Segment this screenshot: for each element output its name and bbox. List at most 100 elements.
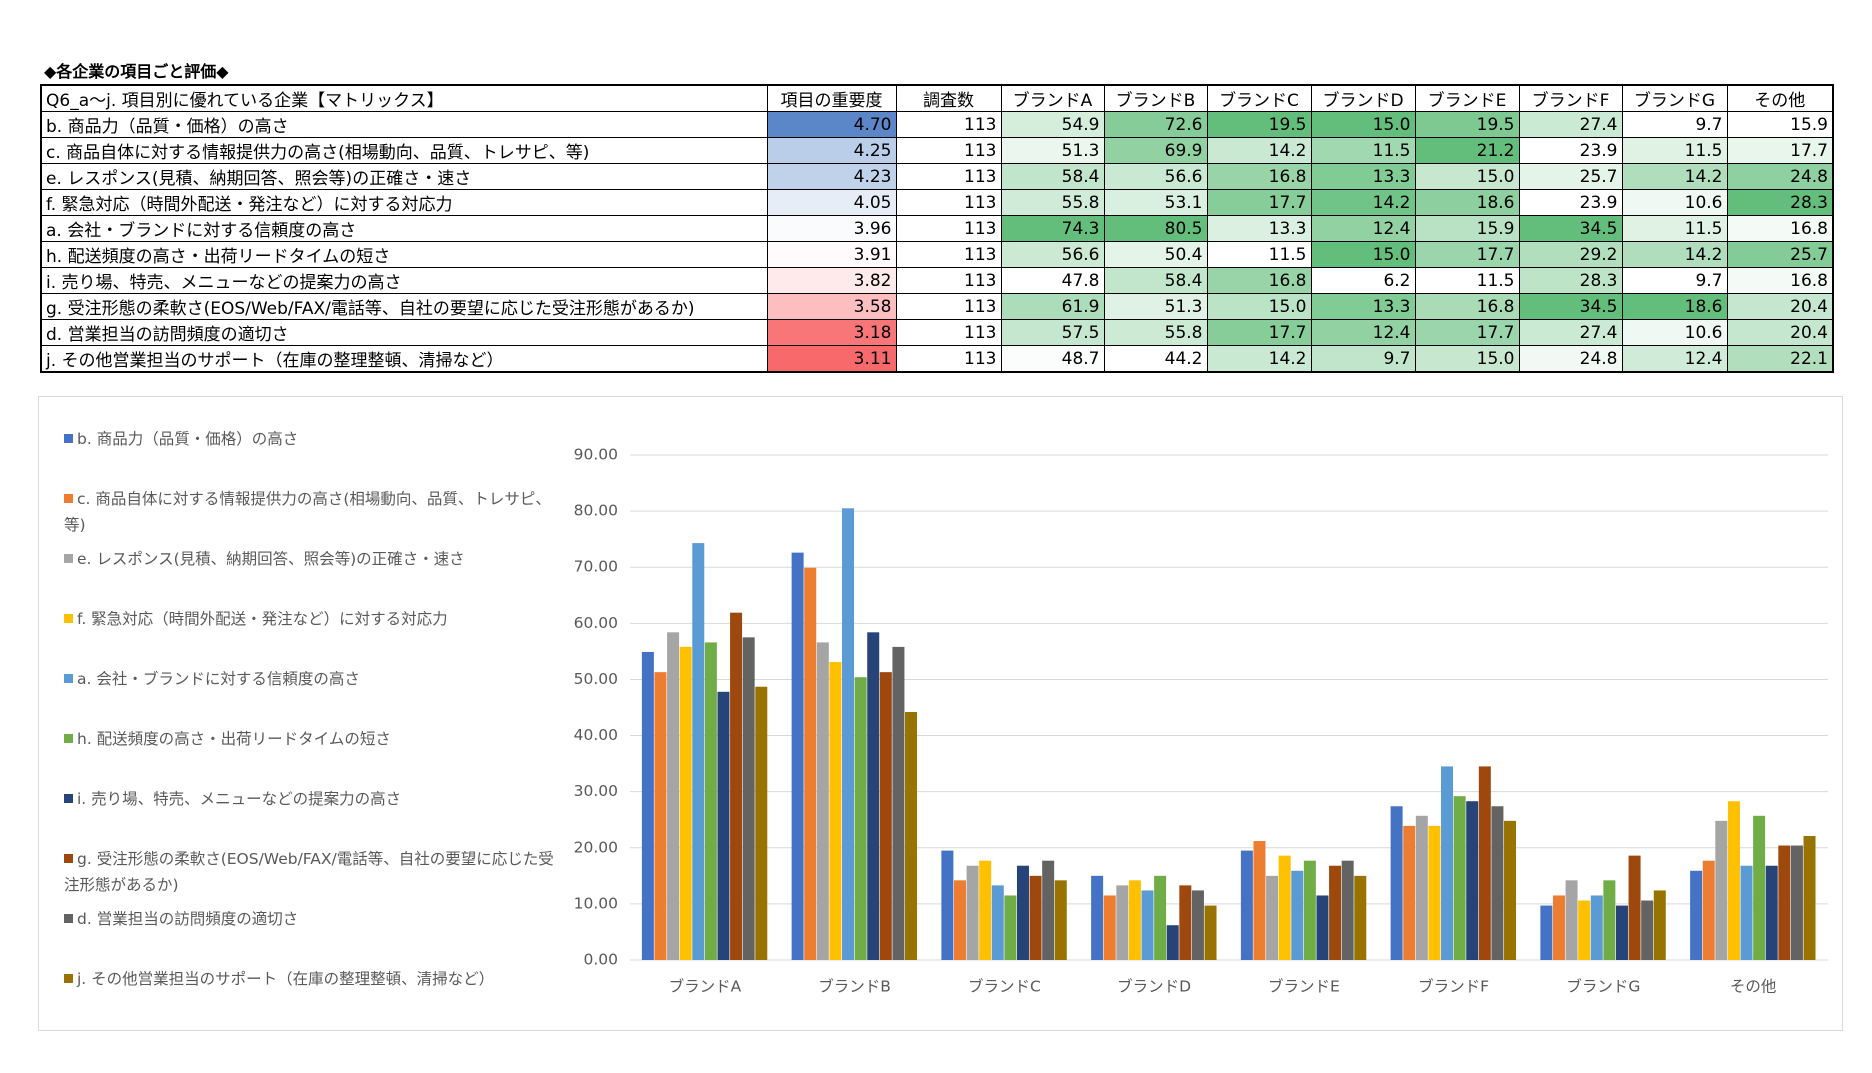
bar xyxy=(1091,875,1104,960)
row-label: i. 売り場、特売、メニューなどの提案力の高さ xyxy=(40,267,768,294)
bar xyxy=(1778,845,1791,960)
bar xyxy=(842,508,855,960)
bar xyxy=(1578,900,1591,960)
value-cell: 23.9 xyxy=(1518,189,1623,216)
bar xyxy=(1316,895,1329,960)
bar xyxy=(641,651,654,960)
value-cell: 113 xyxy=(895,241,1002,268)
value-cell: 14.2 xyxy=(1206,345,1312,373)
row-label: d. 営業担当の訪問頻度の適切さ xyxy=(40,319,768,346)
value-cell: 12.4 xyxy=(1310,319,1416,346)
value-cell: 20.4 xyxy=(1726,319,1834,346)
bar xyxy=(730,612,743,960)
value-cell: 15.0 xyxy=(1206,293,1312,320)
bar xyxy=(1179,885,1192,960)
row-label: a. 会社・ブランドに対する信頼度の高さ xyxy=(40,215,768,242)
bar xyxy=(1540,905,1553,960)
value-cell: 20.4 xyxy=(1726,293,1834,320)
bar xyxy=(1753,815,1766,960)
bar xyxy=(905,711,918,960)
legend-swatch xyxy=(64,914,73,923)
legend-entry: c. 商品自体に対する情報提供力の高さ(相場動向、品質、トレサピ、等) xyxy=(64,486,564,538)
y-tick-label: 0.00 xyxy=(583,951,618,969)
bar xyxy=(1702,860,1715,960)
bar xyxy=(1428,825,1441,960)
bar xyxy=(1128,880,1141,960)
value-cell: 3.91 xyxy=(766,241,897,268)
value-cell: 25.7 xyxy=(1518,163,1623,190)
bar xyxy=(1029,875,1042,960)
bar xyxy=(1653,890,1666,960)
y-tick-label: 60.00 xyxy=(574,614,618,632)
value-cell: 50.4 xyxy=(1103,241,1208,268)
value-cell: 113 xyxy=(895,319,1002,346)
value-cell: 9.7 xyxy=(1310,345,1416,373)
header-row: Q6_a～j. 項目別に優れている企業【マトリックス】 項目の重要度 調査数 ブランド… xyxy=(40,84,1834,112)
bar xyxy=(1141,890,1154,960)
x-tick-label: ブランドB xyxy=(818,977,891,996)
value-cell: 15.0 xyxy=(1310,111,1416,138)
legend-entry: d. 営業担当の訪問頻度の適切さ xyxy=(64,906,564,932)
value-cell: 74.3 xyxy=(1000,215,1105,242)
value-cell: 13.3 xyxy=(1310,163,1416,190)
value-cell: 16.8 xyxy=(1206,163,1312,190)
bar xyxy=(1341,860,1354,960)
y-tick-label: 20.00 xyxy=(574,838,618,856)
legend-label: i. 売り場、特売、メニューなどの提案力の高さ xyxy=(77,790,402,808)
legend-swatch xyxy=(64,554,73,563)
bar xyxy=(1329,865,1342,960)
bar xyxy=(1240,850,1253,960)
x-tick-label: ブランドA xyxy=(669,977,742,996)
header-cell: Q6_a～j. 項目別に優れている企業【マトリックス】 xyxy=(40,84,768,112)
bar xyxy=(991,885,1004,960)
value-cell: 14.2 xyxy=(1621,163,1728,190)
value-cell: 3.11 xyxy=(766,345,897,373)
value-cell: 10.6 xyxy=(1621,319,1728,346)
table-row: i. 売り場、特売、メニューなどの提案力の高さ 3.82 113 47.8 58.4 16… xyxy=(40,267,1834,294)
bar xyxy=(1565,880,1578,960)
value-cell: 22.1 xyxy=(1726,345,1834,373)
value-cell: 48.7 xyxy=(1000,345,1105,373)
value-cell: 23.9 xyxy=(1518,137,1623,164)
legend-entry: a. 会社・ブランドに対する信頼度の高さ xyxy=(64,666,564,692)
value-cell: 15.0 xyxy=(1310,241,1416,268)
y-tick-label: 50.00 xyxy=(574,670,618,688)
value-cell: 12.4 xyxy=(1621,345,1728,373)
bar xyxy=(892,646,905,960)
table-row: j. その他営業担当のサポート（在庫の整理整頓、清掃など） 3.11 113 48.7… xyxy=(40,345,1834,373)
value-cell: 12.4 xyxy=(1310,215,1416,242)
legend-swatch xyxy=(64,734,73,743)
value-cell: 113 xyxy=(895,189,1002,216)
bar xyxy=(1790,845,1803,960)
bar xyxy=(1453,796,1466,960)
bar xyxy=(1116,885,1129,960)
y-tick-label: 90.00 xyxy=(574,446,618,464)
value-cell: 10.6 xyxy=(1621,189,1728,216)
value-cell: 51.3 xyxy=(1103,293,1208,320)
value-cell: 3.18 xyxy=(766,319,897,346)
header-cell: 項目の重要度 xyxy=(766,84,897,112)
legend-swatch xyxy=(64,674,73,683)
bar xyxy=(966,865,979,960)
table-row: b. 商品力（品質・価格）の高さ 4.70 113 54.9 72.6 19.5 15.0 1… xyxy=(40,111,1834,138)
legend-label: b. 商品力（品質・価格）の高さ xyxy=(77,430,299,448)
row-label: c. 商品自体に対する情報提供力の高さ(相場動向、品質、トレサピ、等) xyxy=(40,137,768,164)
x-tick-label: ブランドE xyxy=(1268,977,1340,996)
value-cell: 18.6 xyxy=(1621,293,1728,320)
page-title: ◆各企業の項目ごと評価◆ xyxy=(44,62,229,81)
bar xyxy=(692,543,705,960)
row-label: g. 受注形態の柔軟さ(EOS/Web/FAX/電話等、自社の要望に応じた受注形… xyxy=(40,293,768,320)
legend-entry: h. 配送頻度の高さ・出荷リードタイムの短さ xyxy=(64,726,564,752)
bar xyxy=(1504,820,1517,960)
y-tick-label: 30.00 xyxy=(574,782,618,800)
bar xyxy=(804,567,817,960)
value-cell: 51.3 xyxy=(1000,137,1105,164)
value-cell: 54.9 xyxy=(1000,111,1105,138)
value-cell: 13.3 xyxy=(1310,293,1416,320)
row-label: f. 緊急対応（時間外配送・発注など）に対する対応力 xyxy=(40,189,768,216)
value-cell: 4.05 xyxy=(766,189,897,216)
value-cell: 55.8 xyxy=(1000,189,1105,216)
value-cell: 16.8 xyxy=(1206,267,1312,294)
bar xyxy=(755,686,768,960)
